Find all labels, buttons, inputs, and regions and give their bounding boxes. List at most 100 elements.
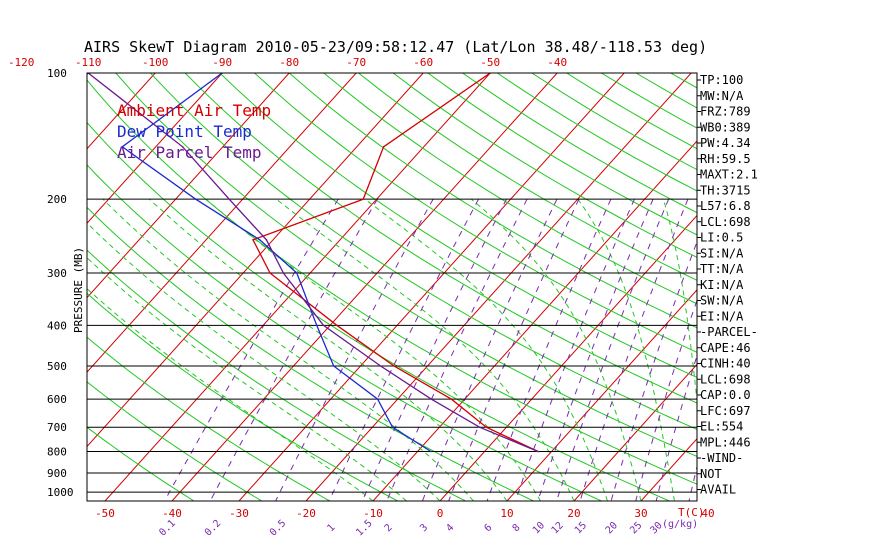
series-line-2 [87, 73, 539, 453]
series-point-2 [430, 398, 433, 400]
pressure-tick-label: 900 [47, 467, 67, 480]
series-point-0 [252, 239, 254, 241]
index-item: SW:N/A [700, 294, 744, 308]
mixing-ratio-line [610, 240, 697, 501]
dry-adiabat-line [496, 73, 697, 192]
mixing-ratio-tick-label: 0.2 [203, 518, 224, 539]
mixing-ratio-line [209, 198, 378, 501]
dry-adiabat-line [462, 73, 697, 214]
series-point-1 [194, 198, 197, 200]
dry-adiabat-line [87, 381, 263, 501]
isotherm-line [305, 73, 692, 501]
series-line-1 [121, 73, 432, 453]
series-point-2 [537, 450, 539, 453]
dry-adiabat-line [87, 249, 466, 501]
mixing-ratio-line [556, 199, 670, 501]
dry-adiabat-line [288, 73, 697, 329]
series-point-1 [332, 365, 335, 367]
dry-adiabat-line [87, 336, 331, 501]
mixing-ratio-tick-label: 4 [444, 522, 456, 534]
series-point-0 [362, 198, 365, 200]
mixing-ratio-line [448, 198, 580, 501]
top-temp-tick-label: -120 [8, 56, 35, 69]
mixing-ratio-line [421, 198, 558, 501]
pressure-tick-label: 800 [47, 446, 67, 459]
mixing-ratio-line [386, 198, 528, 501]
index-item: CAP:0.0 [700, 388, 751, 402]
series-point-2 [228, 198, 230, 200]
index-item: LCL:698 [700, 215, 751, 229]
pressure-tick-label: 500 [47, 360, 67, 373]
isotherm-line [238, 73, 625, 501]
index-item: TH:3715 [700, 183, 751, 197]
index-item: MPL:446 [700, 435, 751, 449]
dry-adiabat-line [254, 73, 697, 353]
index-item: AVAIL [700, 483, 736, 497]
bottom-temp-tick-label: 10 [500, 507, 513, 520]
top-temp-tick-label: -90 [212, 56, 232, 69]
index-item: RH:59.5 [700, 152, 751, 166]
bottom-temp-tick-label: 40 [701, 507, 714, 520]
mixing-ratio-line [655, 354, 697, 501]
index-item: NOT [700, 467, 722, 481]
series-line-0 [252, 73, 539, 453]
moist-adiabat-line [87, 288, 374, 501]
series-point-1 [296, 272, 298, 274]
isotherm-line [439, 214, 697, 501]
pressure-tick-label: 1000 [47, 486, 74, 499]
mixing-ratio-tick-label: 12 [550, 520, 566, 536]
mixing-ratio-tick-label: 25 [628, 520, 644, 536]
index-item: -WIND- [700, 451, 743, 465]
moist-adiabat-line [364, 198, 608, 501]
dry-adiabat-line [392, 73, 697, 258]
index-item: -PARCEL- [700, 325, 758, 339]
dry-adiabat-line [323, 73, 697, 305]
dry-adiabat-line [87, 164, 602, 501]
isotherm-line [87, 73, 290, 299]
sounding-series [87, 73, 539, 453]
series-point-0 [393, 365, 395, 367]
mixing-ratio-line [579, 199, 689, 501]
dry-adiabat-line [358, 73, 697, 281]
moist-adiabat-line [205, 198, 541, 501]
isotherm-line [104, 73, 491, 501]
series-point-2 [478, 426, 481, 429]
bottom-temp-tick-label: 20 [567, 507, 580, 520]
mixing-ratio-line [514, 198, 635, 501]
top-temp-tick-label: -60 [413, 56, 433, 69]
index-item: WB0:389 [700, 120, 751, 134]
top-temp-tick-label: -70 [346, 56, 366, 69]
index-item: CAPE:46 [700, 341, 751, 355]
mixing-ratio-line [635, 298, 697, 501]
index-item: FRZ:789 [700, 105, 751, 119]
dry-adiabat-line [87, 426, 195, 501]
pressure-tick-label: 300 [47, 267, 67, 280]
series-point-0 [382, 146, 385, 148]
dry-adiabat-line [740, 73, 870, 501]
index-item: PW:4.34 [700, 136, 751, 150]
series-point-2 [282, 272, 285, 274]
series-point-2 [379, 365, 382, 367]
pressure-tick-label: 200 [47, 193, 67, 206]
mixing-ratio-tick-label: 15 [573, 520, 589, 536]
series-point-1 [376, 398, 379, 400]
isotherm-line [87, 73, 424, 448]
series-point-2 [265, 239, 268, 241]
series-point-2 [322, 324, 325, 327]
bottom-temp-tick-label: -10 [363, 507, 383, 520]
series-point-1 [315, 324, 318, 327]
mixing-ratio-tick-label: 0.5 [268, 518, 289, 539]
index-item: EI:N/A [700, 309, 744, 323]
series-point-0 [450, 398, 453, 400]
dry-adiabat-line [87, 121, 670, 501]
mixing-ratio-tick-label: 8 [511, 522, 523, 534]
isotherm-line [87, 73, 156, 150]
bottom-temp-tick-label: -50 [95, 507, 115, 520]
moist-adiabat-line [149, 198, 508, 501]
series-point-2 [181, 146, 184, 148]
isotherm-line [87, 73, 223, 224]
legend-entry: Air Parcel Temp [117, 143, 262, 162]
dry-adiabat-line [184, 73, 697, 404]
